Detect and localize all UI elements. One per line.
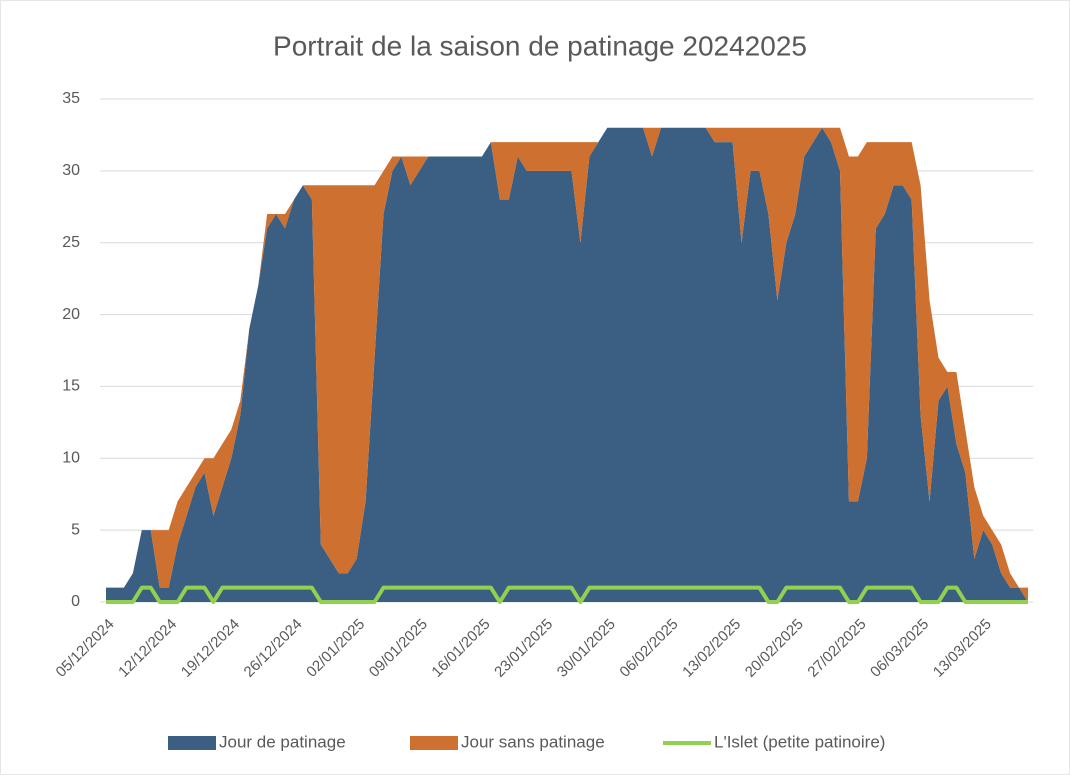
plot bbox=[106, 127, 1028, 604]
y-tick-label: 20 bbox=[62, 306, 80, 323]
y-tick-label: 15 bbox=[62, 378, 80, 395]
y-tick-label: 35 bbox=[62, 90, 80, 107]
legend-label: L'Islet (petite patinoire) bbox=[714, 732, 885, 751]
legend-swatch bbox=[168, 736, 216, 750]
line bbox=[106, 585, 1028, 604]
area bbox=[106, 127, 1028, 602]
legend-label: Jour de patinage bbox=[219, 732, 346, 751]
legend-swatch bbox=[410, 736, 458, 750]
y-tick-label: 0 bbox=[71, 593, 80, 610]
y-tick-label: 25 bbox=[62, 234, 80, 251]
chart-title: Portrait de la saison de patinage 202420… bbox=[273, 30, 807, 61]
y-tick-label: 10 bbox=[62, 450, 80, 467]
area bbox=[106, 127, 1028, 602]
y-tick-label: 30 bbox=[62, 162, 80, 179]
legend-label: Jour sans patinage bbox=[461, 732, 605, 751]
y-tick-label: 5 bbox=[71, 521, 80, 538]
